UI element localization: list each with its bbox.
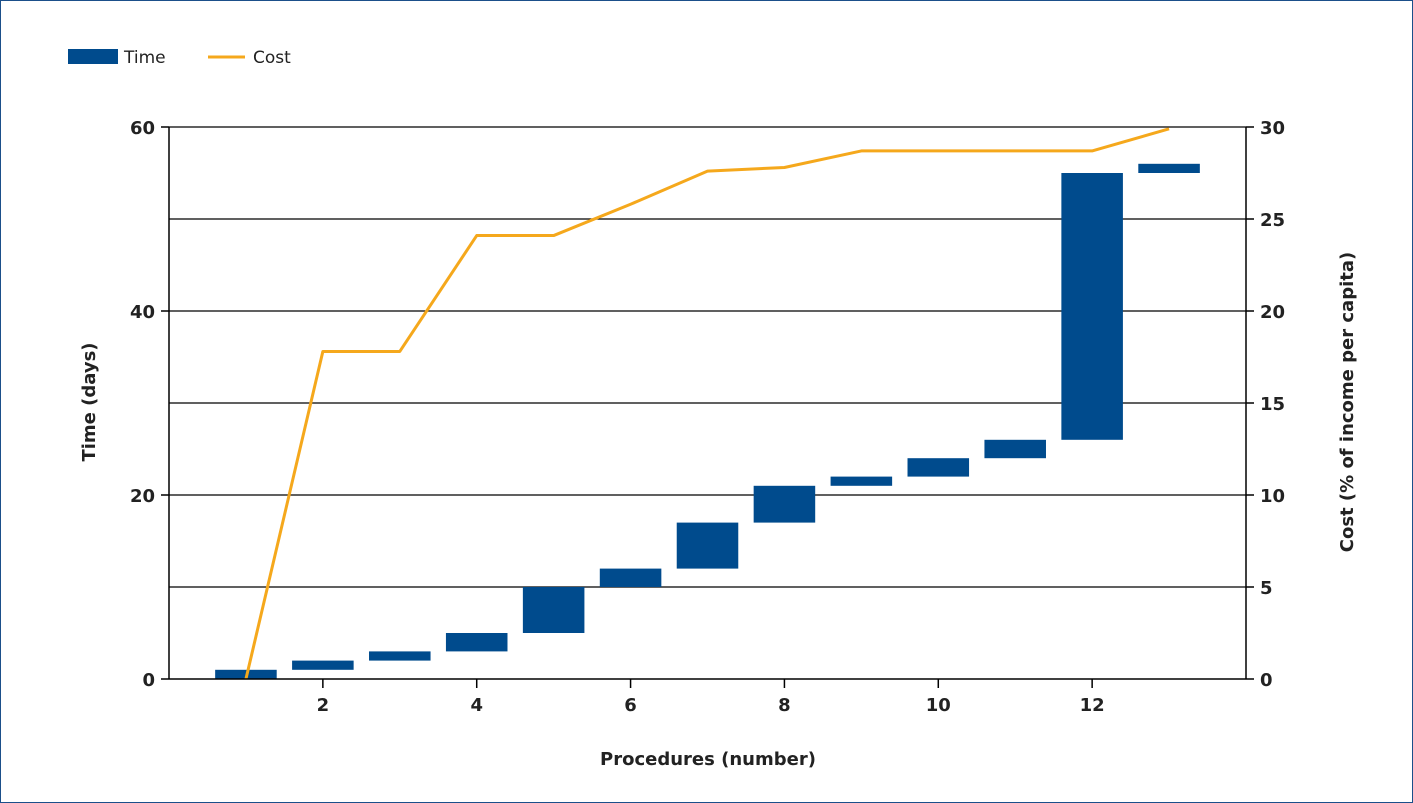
y-left-tick-label: 0 — [142, 670, 155, 691]
y-right-tick-label: 5 — [1260, 578, 1273, 599]
legend-time-label: Time — [123, 48, 166, 68]
cost-line-layer — [244, 127, 1170, 680]
time-bar — [522, 587, 585, 633]
legend: Time Cost — [68, 48, 291, 68]
time-bar — [907, 458, 970, 477]
y-left-tick-label: 40 — [130, 302, 155, 323]
time-bar — [830, 476, 893, 486]
x-axis-title: Procedures (number) — [600, 749, 816, 770]
legend-cost-label: Cost — [253, 48, 291, 68]
time-bar — [369, 651, 431, 661]
time-bars — [215, 163, 1200, 679]
y-left-tick-label: 20 — [130, 486, 155, 507]
x-tick-label: 12 — [1080, 695, 1105, 716]
legend-time-swatch — [68, 49, 118, 64]
axes: 0 20 40 60 0 5 10 15 20 25 30 2 4 6 8 10 12 — [130, 118, 1285, 716]
x-tick-label: 2 — [317, 695, 330, 716]
time-bar — [445, 633, 508, 652]
time-bar — [1061, 173, 1123, 440]
x-tick-label: 8 — [778, 695, 791, 716]
time-bar — [1138, 163, 1200, 173]
y-left-tick-label: 60 — [130, 118, 155, 139]
y-right-tick-label: 30 — [1260, 118, 1285, 139]
y-right-tick-label: 10 — [1260, 486, 1285, 507]
x-tick-label: 6 — [624, 695, 637, 716]
y-right-tick-label: 20 — [1260, 302, 1285, 323]
y-axis-right-title: Cost (% of income per capita) — [1337, 252, 1358, 553]
time-bar — [753, 485, 816, 523]
grid-lines — [169, 126, 1246, 588]
time-bar — [984, 439, 1046, 459]
time-bar — [292, 660, 354, 670]
y-right-tick-label: 15 — [1260, 394, 1285, 415]
y-axis-left-title: Time (days) — [79, 342, 100, 461]
cost-line — [244, 127, 1170, 680]
time-bar — [676, 522, 739, 569]
x-tick-label: 4 — [470, 695, 483, 716]
x-tick-label: 10 — [926, 695, 951, 716]
y-right-tick-label: 25 — [1260, 210, 1285, 231]
y-right-tick-label: 0 — [1260, 670, 1273, 691]
time-bar — [599, 568, 662, 587]
